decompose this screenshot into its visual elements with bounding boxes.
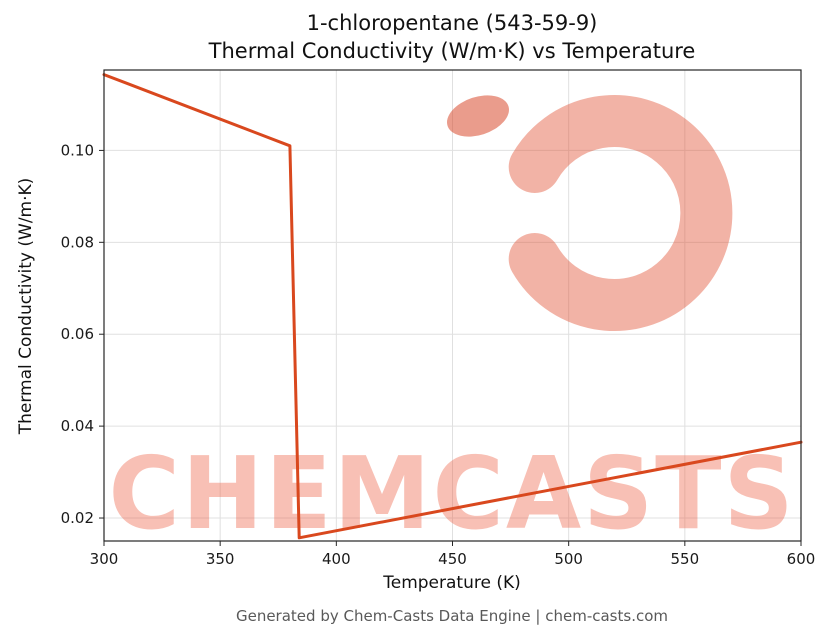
data-series bbox=[102, 73, 803, 540]
y-tick-label: 0.04 bbox=[61, 417, 94, 435]
chart-title: 1-chloropentane (543-59-9) bbox=[307, 11, 598, 35]
x-tick-label: 350 bbox=[206, 550, 235, 568]
series-line-thermal-conductivity bbox=[102, 73, 803, 540]
y-tick-label: 0.10 bbox=[61, 141, 94, 159]
x-tick-label: 450 bbox=[438, 550, 467, 568]
y-tick-label: 0.06 bbox=[61, 325, 94, 343]
gridlines bbox=[103, 70, 802, 541]
y-axis-label: Thermal Conductivity (W/m·K) bbox=[16, 178, 36, 436]
x-tick-label: 400 bbox=[322, 550, 351, 568]
y-tick-label: 0.02 bbox=[61, 509, 94, 527]
watermark-text: CHEMCASTS bbox=[109, 435, 796, 552]
chart-subtitle: Thermal Conductivity (W/m·K) vs Temperat… bbox=[208, 39, 696, 63]
x-tick-label: 600 bbox=[787, 550, 816, 568]
x-axis-label: Temperature (K) bbox=[382, 573, 521, 593]
watermark-logo-blob bbox=[447, 95, 509, 137]
watermark-logo-ring bbox=[508, 95, 733, 331]
y-tick-label: 0.08 bbox=[61, 233, 94, 251]
footer-text: Generated by Chem-Casts Data Engine | ch… bbox=[236, 607, 668, 625]
x-tick-label: 300 bbox=[90, 550, 119, 568]
watermark: CHEMCASTS bbox=[109, 95, 796, 552]
axis-ticks: 300 350 400 450 500 550 600 0.02 0.04 0.06 0.08 0.1… bbox=[61, 141, 816, 568]
x-tick-label: 550 bbox=[671, 550, 700, 568]
x-tick-label: 500 bbox=[554, 550, 583, 568]
